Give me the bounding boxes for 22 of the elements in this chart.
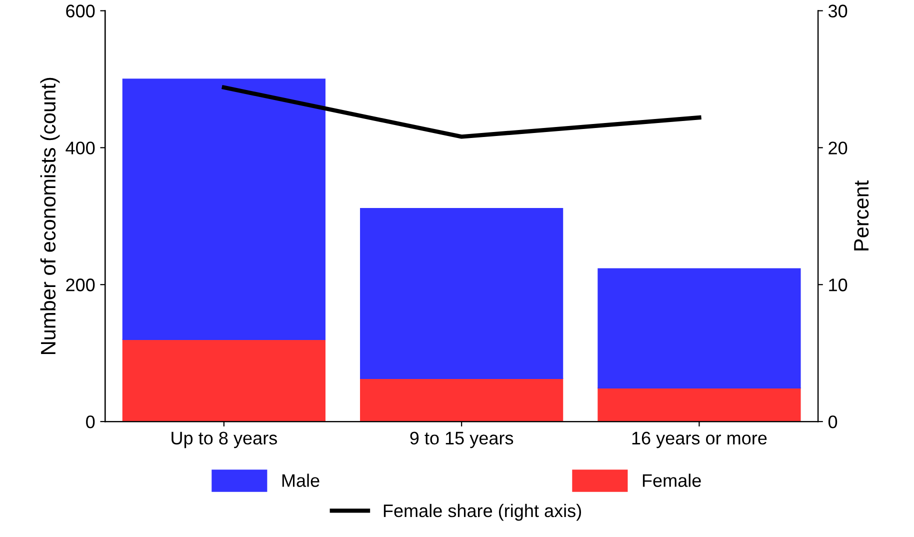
y2-tick-label: 20 [828,142,848,154]
y2-tick-label: 10 [829,278,848,292]
bar [360,378,564,422]
y-axis-title: Number of economists (count) [40,78,60,354]
bar [598,268,801,389]
y2-tick-label: 30 [828,4,848,18]
x-tick-label: Up to 8 years [172,432,277,448]
legend-label: Female [642,474,701,487]
y-tick-label: 400 [66,142,95,154]
y-tick-label: 200 [66,278,95,292]
x-tick-label: 16 years or more [632,432,767,448]
bar [360,208,564,379]
bar [122,338,326,422]
y2-tick-label: 0 [828,415,838,428]
legend-label: Male [282,474,320,487]
y-tick-label: 600 [66,4,95,18]
legend-label: Female share (right axis) [384,504,582,521]
x-tick-label: 9 to 15 years [410,432,514,448]
bar [598,387,801,422]
y-tick-label: 0 [86,415,95,428]
y2-axis-title: Percent [854,180,869,250]
bar [122,78,326,340]
